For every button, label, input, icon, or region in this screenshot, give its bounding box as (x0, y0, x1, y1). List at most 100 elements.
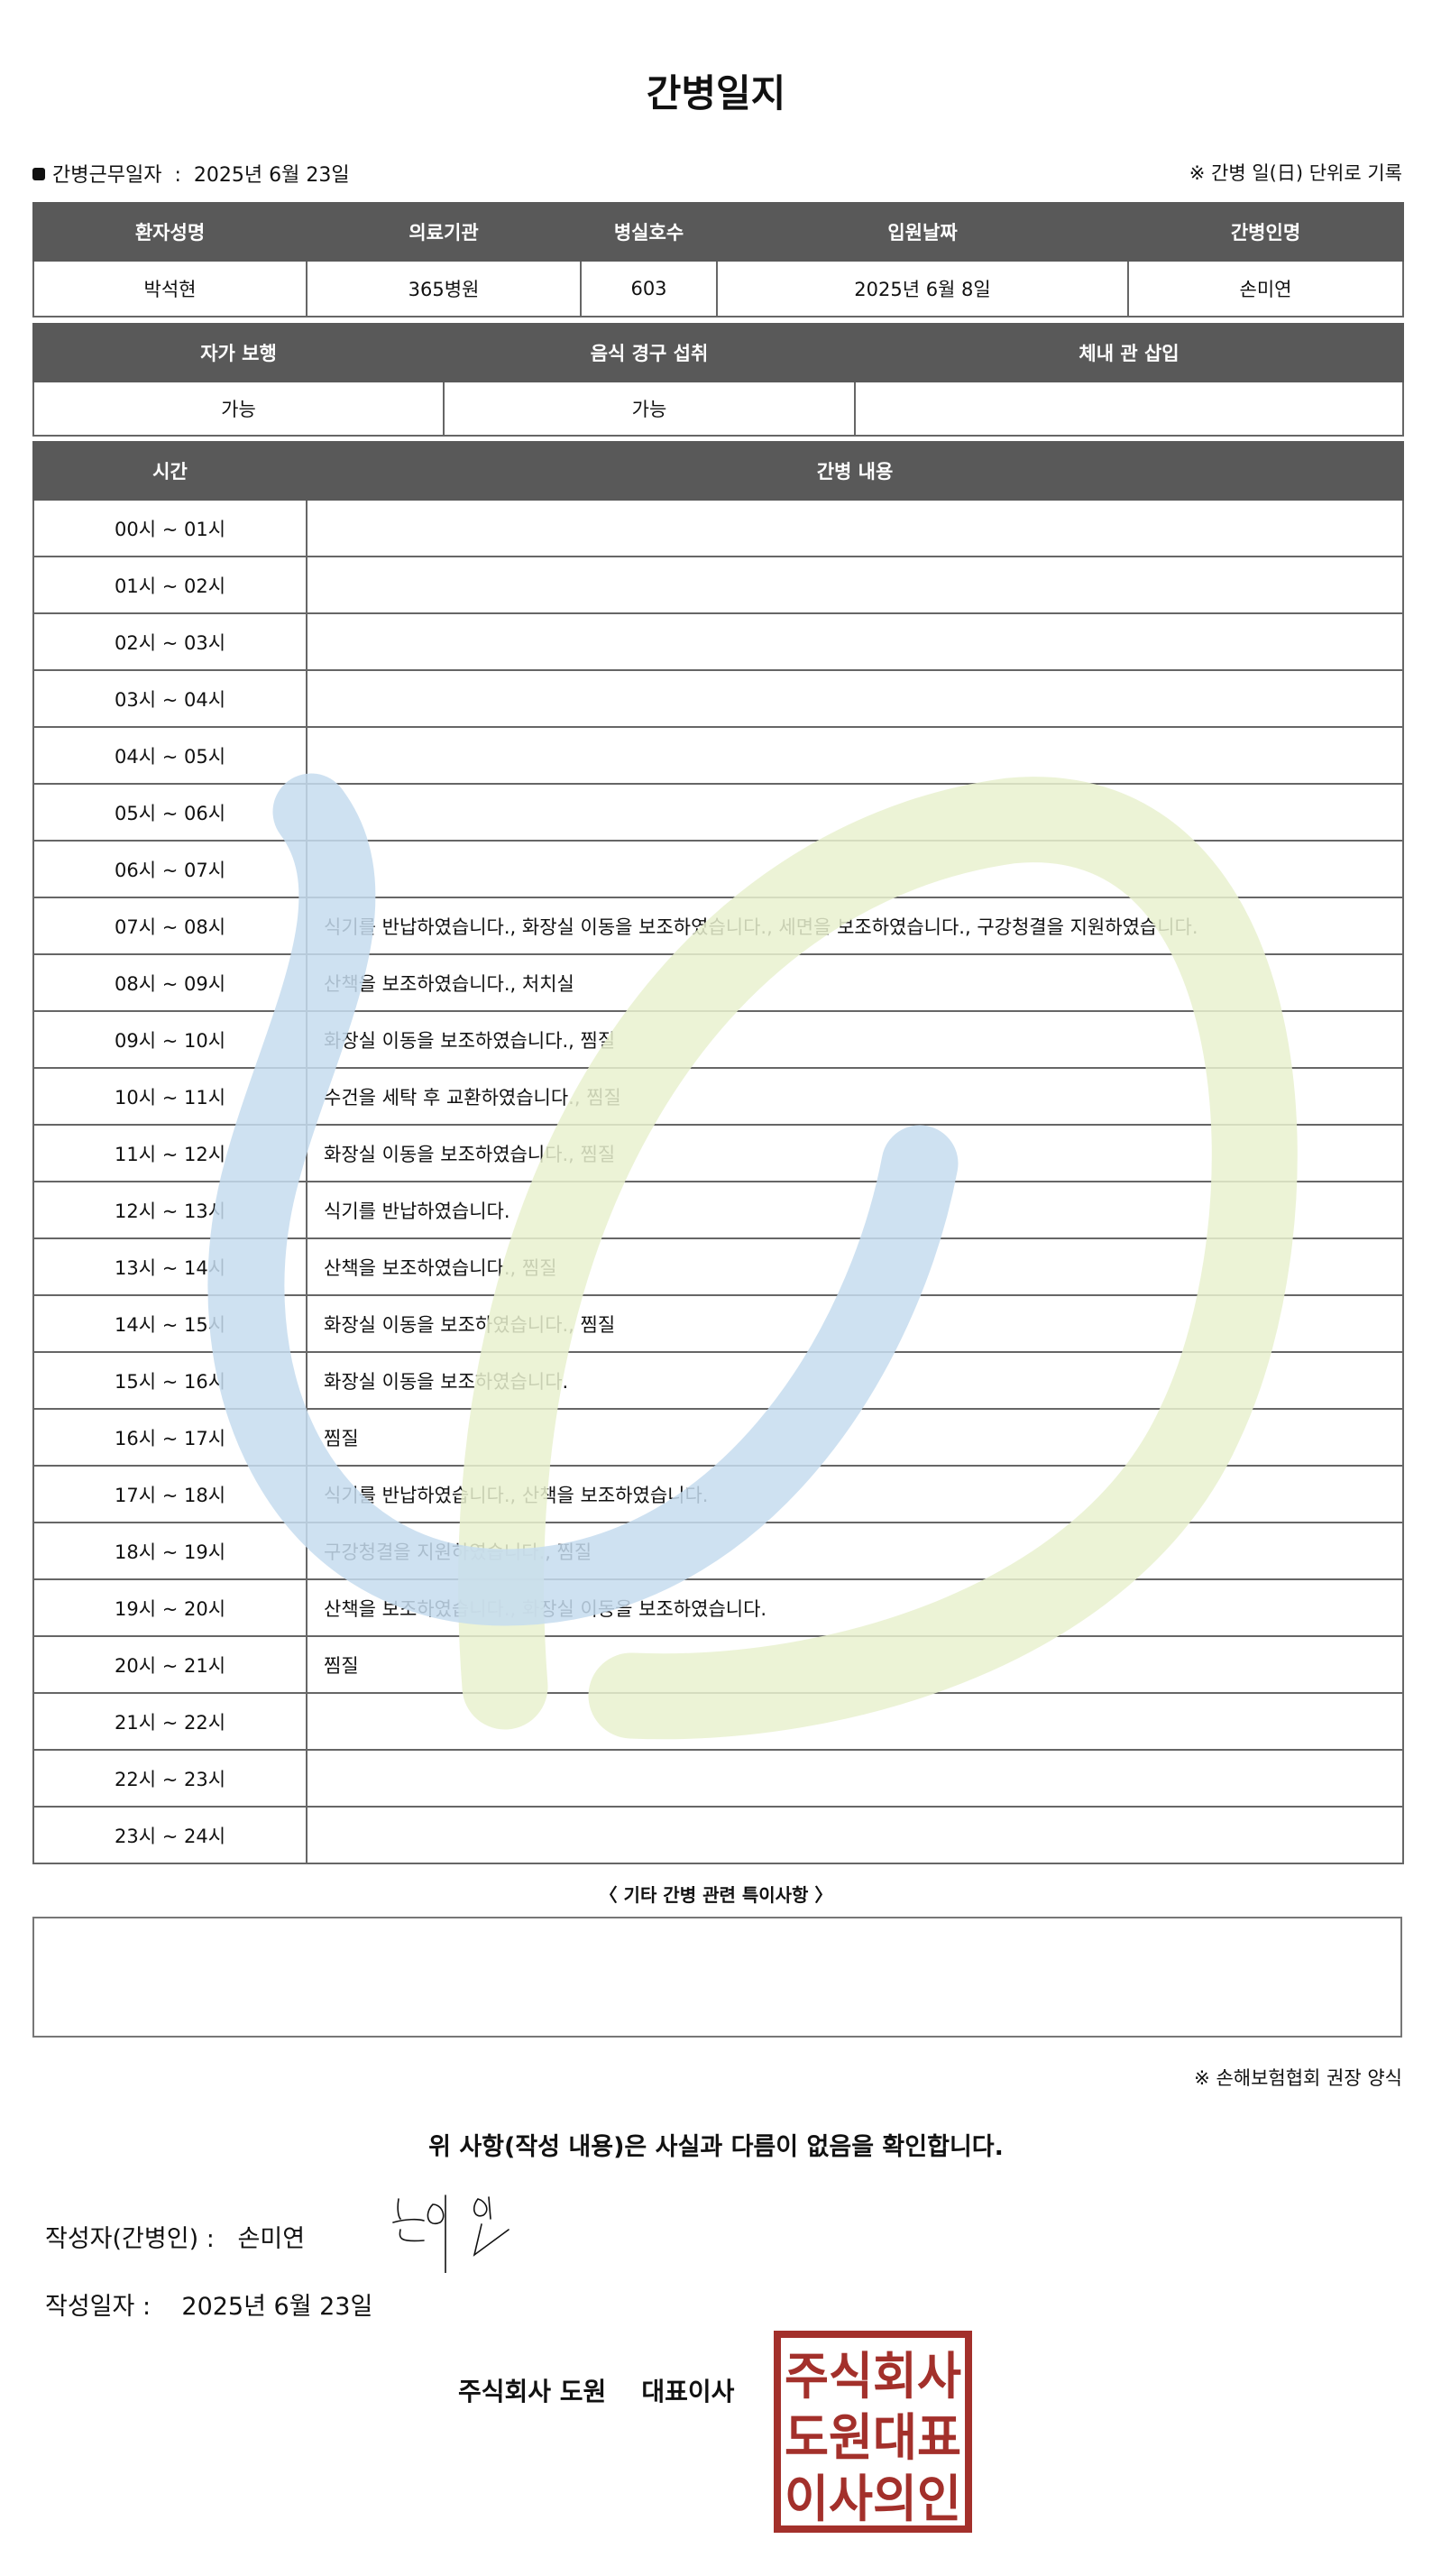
header-oral-intake: 음식 경구 섭취 (443, 323, 856, 382)
log-content: 화장실 이동을 보조하였습니다., 찜질 (306, 1010, 1404, 1069)
log-time: 08시 ~ 09시 (32, 953, 308, 1012)
header-room: 병실호수 (580, 202, 718, 262)
log-row: 06시 ~ 07시 (32, 840, 1404, 898)
work-date-sep: : (174, 164, 181, 187)
room-number: 603 (580, 260, 718, 317)
bullet-square-icon (32, 168, 45, 180)
log-time: 04시 ~ 05시 (32, 726, 308, 785)
log-time: 11시 ~ 12시 (32, 1124, 308, 1182)
log-time: 16시 ~ 17시 (32, 1408, 308, 1467)
log-time: 05시 ~ 06시 (32, 783, 308, 842)
log-content: 식기를 반납하였습니다., 화장실 이동을 보조하였습니다., 세면을 보조하였… (306, 897, 1404, 955)
company-name: 주식회사 도원 (458, 2377, 607, 2406)
log-row: 09시 ~ 10시 화장실 이동을 보조하였습니다., 찜질 (32, 1010, 1404, 1069)
log-time: 03시 ~ 04시 (32, 669, 308, 728)
log-row: 23시 ~ 24시 (32, 1806, 1404, 1864)
tube-status (854, 381, 1404, 437)
signature (392, 2194, 509, 2273)
caregiver-name: 손미연 (1127, 260, 1404, 317)
written-date-label: 작성일자 : (45, 2293, 151, 2321)
svg-text:도원대표: 도원대표 (785, 2409, 961, 2468)
log-time: 21시 ~ 22시 (32, 1692, 308, 1751)
log-time: 01시 ~ 02시 (32, 556, 308, 614)
log-time: 22시 ~ 23시 (32, 1749, 308, 1808)
log-content (306, 726, 1404, 785)
writer-line: 작성자(간병인) : 손미연 (45, 2219, 305, 2254)
log-content: 화장실 이동을 보조하였습니다., 찜질 (306, 1124, 1404, 1182)
log-content (306, 1749, 1404, 1808)
admission-date: 2025년 6월 8일 (716, 260, 1129, 317)
log-time: 17시 ~ 18시 (32, 1465, 308, 1523)
log-time: 18시 ~ 19시 (32, 1522, 308, 1580)
log-row: 14시 ~ 15시 화장실 이동을 보조하였습니다., 찜질 (32, 1294, 1404, 1353)
written-date: 2025년 6월 23일 (181, 2293, 373, 2321)
ceo-label: 대표이사 (641, 2377, 735, 2406)
header-patient-name: 환자성명 (32, 202, 308, 262)
log-row: 20시 ~ 21시 찜질 (32, 1635, 1404, 1694)
confirmation-statement: 위 사항(작성 내용)은 사실과 다름이 없음을 확인합니다. (428, 2133, 1004, 2161)
work-date-line: 간병근무일자 : 2025년 6월 23일 (32, 159, 350, 188)
work-date-label: 간병근무일자 (52, 164, 162, 187)
special-notes-label: 〈 기타 간병 관련 특이사항 〉 (599, 1884, 833, 1906)
log-content: 화장실 이동을 보조하였습니다. (306, 1351, 1404, 1410)
log-content (306, 612, 1404, 671)
log-content: 찜질 (306, 1635, 1404, 1694)
log-content: 식기를 반납하였습니다., 산책을 보조하였습니다. (306, 1465, 1404, 1523)
log-content: 산책을 보조하였습니다., 찜질 (306, 1237, 1404, 1296)
log-time: 23시 ~ 24시 (32, 1806, 308, 1864)
log-time: 00시 ~ 01시 (32, 499, 308, 557)
log-content (306, 840, 1404, 898)
log-content: 찜질 (306, 1408, 1404, 1467)
log-row: 04시 ~ 05시 (32, 726, 1404, 785)
log-content (306, 783, 1404, 842)
page-title: 간병일지 (646, 71, 786, 115)
walking-status: 가능 (32, 381, 445, 437)
log-row: 19시 ~ 20시 산책을 보조하였습니다., 화장실 이동을 보조하였습니다. (32, 1578, 1404, 1637)
log-time: 10시 ~ 11시 (32, 1067, 308, 1126)
log-content (306, 1806, 1404, 1864)
header-tube: 체내 관 삽입 (854, 323, 1404, 382)
header-time: 시간 (32, 441, 308, 501)
form-note: ※ 손해보험협회 권장 양식 (1194, 2067, 1402, 2089)
log-content: 수건을 세탁 후 교환하였습니다., 찜질 (306, 1067, 1404, 1126)
log-time: 14시 ~ 15시 (32, 1294, 308, 1353)
status-table: 자가 보행 음식 경구 섭취 체내 관 삽입 가능 가능 (32, 323, 1404, 437)
log-content (306, 499, 1404, 557)
log-row: 22시 ~ 23시 (32, 1749, 1404, 1808)
log-row: 12시 ~ 13시 식기를 반납하였습니다. (32, 1181, 1404, 1239)
log-row: 18시 ~ 19시 구강청결을 지원하였습니다., 찜질 (32, 1522, 1404, 1580)
log-content (306, 556, 1404, 614)
log-row: 21시 ~ 22시 (32, 1692, 1404, 1751)
header-care-content: 간병 내용 (306, 441, 1404, 501)
log-time: 02시 ~ 03시 (32, 612, 308, 671)
log-row: 13시 ~ 14시 산책을 보조하였습니다., 찜질 (32, 1237, 1404, 1296)
log-time: 06시 ~ 07시 (32, 840, 308, 898)
patient-table: 환자성명 의료기관 병실호수 입원날짜 간병인명 박석현 365병원 603 2… (32, 202, 1404, 317)
header-hospital: 의료기관 (306, 202, 582, 262)
header-admission-date: 입원날짜 (716, 202, 1129, 262)
header-caregiver: 간병인명 (1127, 202, 1404, 262)
log-row: 10시 ~ 11시 수건을 세탁 후 교환하였습니다., 찜질 (32, 1067, 1404, 1126)
log-time: 07시 ~ 08시 (32, 897, 308, 955)
work-date-value: 2025년 6월 23일 (193, 164, 350, 187)
log-row: 02시 ~ 03시 (32, 612, 1404, 671)
care-log-table: 시간 간병 내용 00시 ~ 01시 01시 ~ 02시 02시 ~ 03시 03시 … (32, 441, 1404, 1864)
patient-name: 박석현 (32, 260, 308, 317)
log-row: 00시 ~ 01시 (32, 499, 1404, 557)
log-content: 산책을 보조하였습니다., 처치실 (306, 953, 1404, 1012)
hospital: 365병원 (306, 260, 582, 317)
company-line: 주식회사 도원 대표이사 (458, 2372, 734, 2408)
oral-intake-status: 가능 (443, 381, 856, 437)
log-time: 09시 ~ 10시 (32, 1010, 308, 1069)
log-time: 20시 ~ 21시 (32, 1635, 308, 1694)
log-content (306, 669, 1404, 728)
writer-label: 작성자(간병인) : (45, 2225, 215, 2253)
company-seal: 주식회사 도원대표 이사의인 (774, 2331, 972, 2533)
log-content: 산책을 보조하였습니다., 화장실 이동을 보조하였습니다. (306, 1578, 1404, 1637)
log-row: 01시 ~ 02시 (32, 556, 1404, 614)
log-row: 17시 ~ 18시 식기를 반납하였습니다., 산책을 보조하였습니다. (32, 1465, 1404, 1523)
log-row: 16시 ~ 17시 찜질 (32, 1408, 1404, 1467)
writer-name: 손미연 (237, 2225, 306, 2253)
log-time: 13시 ~ 14시 (32, 1237, 308, 1296)
log-row: 03시 ~ 04시 (32, 669, 1404, 728)
